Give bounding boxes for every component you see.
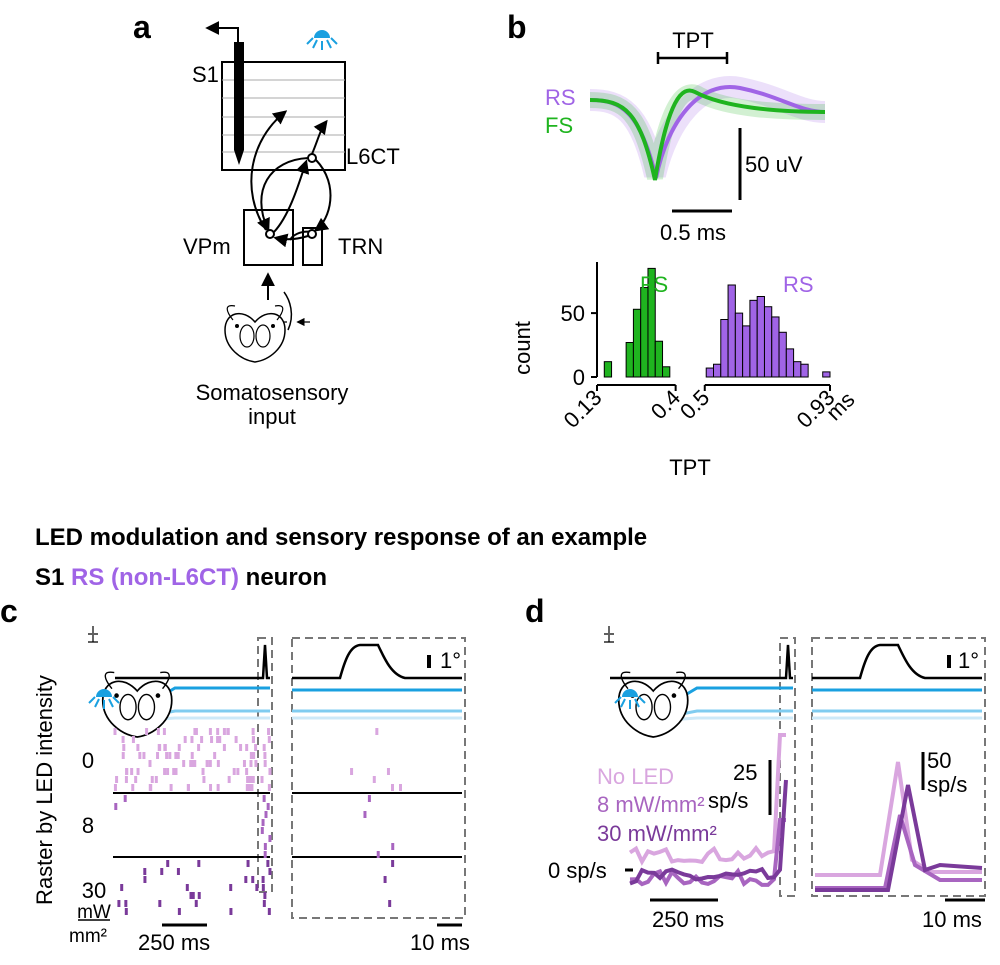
row-label: 30: [82, 878, 106, 903]
bar: [756, 296, 765, 378]
scale-label: 0.5 ms: [660, 220, 726, 245]
section-title: LED modulation and sensory response of a…: [35, 524, 647, 551]
unit-label: mW: [77, 902, 111, 923]
bar: [603, 361, 613, 378]
label: Somatosensory: [196, 380, 349, 405]
bar: [785, 348, 795, 378]
y-tick-label: 0: [573, 365, 585, 390]
label: RS: [545, 85, 576, 110]
y-tick-label: 50: [561, 301, 585, 326]
scale-label: 1°: [958, 648, 979, 673]
y-axis-label: count: [510, 321, 535, 375]
bar: [778, 331, 787, 378]
panel-label: d: [525, 593, 545, 629]
bar: [742, 325, 751, 378]
legend-entry: FS: [640, 272, 668, 297]
title-part: RS (non-L6CT): [71, 564, 239, 591]
raster: [113, 728, 403, 915]
legend-entry: 30 mW/mm²: [597, 821, 717, 846]
bar: [720, 319, 729, 378]
mouse-icon: [224, 304, 286, 363]
label: input: [248, 404, 296, 429]
psth-trace: [628, 733, 786, 866]
waveforms: [589, 52, 826, 213]
scale-label: sp/s: [927, 772, 967, 797]
scale-label: 25: [733, 760, 757, 785]
stimulus-panels: [78, 626, 986, 927]
scale-label: sp/s: [708, 788, 748, 813]
panel-label: b: [507, 9, 527, 45]
legend-entry: No LED: [597, 764, 674, 789]
bar: [727, 284, 736, 378]
psth-trace: [815, 784, 983, 892]
scale-label: 250 ms: [138, 930, 210, 955]
bar: [822, 371, 831, 378]
bar: [640, 287, 649, 378]
legend-entry: RS: [783, 272, 814, 297]
bar: [793, 361, 802, 378]
circuit-diagram: [205, 21, 346, 331]
psth: [628, 733, 983, 892]
unit-label: mm²: [69, 926, 107, 947]
label: S1: [192, 62, 219, 87]
scale-label: 50: [927, 748, 951, 773]
bar: [800, 363, 809, 378]
bar: [749, 299, 758, 378]
label: FS: [545, 113, 573, 138]
scale-label: 10 ms: [410, 930, 470, 955]
label: TPT: [672, 28, 714, 53]
section-title: S1 RS (non-L6CT) neuron: [35, 564, 327, 591]
row-label: 8: [82, 813, 94, 838]
title-part: S1: [35, 564, 71, 591]
y-axis-label: Raster by LED intensity: [32, 675, 57, 905]
x-tick-label: 0.5: [675, 385, 714, 424]
row-label: 0: [82, 748, 94, 773]
panel-label: a: [133, 9, 151, 45]
x-tick-label: 0.13: [559, 385, 607, 433]
scale-label: 0 sp/s: [548, 858, 607, 883]
mouse-icon: [101, 671, 173, 738]
bar: [625, 342, 634, 378]
bar: [632, 308, 642, 378]
psth-trace: [629, 779, 788, 886]
x-axis-label: TPT: [669, 455, 711, 480]
label: TRN: [338, 234, 383, 259]
title-part: neuron: [239, 564, 327, 591]
label: L6CT: [346, 144, 400, 169]
bar: [654, 340, 664, 378]
scale-label: 50 uV: [745, 152, 803, 177]
bar: [647, 267, 656, 378]
bar: [662, 366, 671, 378]
bar: [763, 306, 773, 378]
scale-label: 250 ms: [652, 907, 724, 932]
label: VPm: [183, 234, 231, 259]
bar: [771, 316, 780, 378]
electrode: [234, 42, 244, 165]
scale-label: 10 ms: [922, 907, 982, 932]
legend-entry: 8 mW/mm²: [597, 792, 705, 817]
bar: [705, 367, 714, 378]
scale-label: 1°: [440, 648, 461, 673]
panel-label: c: [0, 593, 18, 629]
led-icon: [306, 29, 338, 51]
bar: [734, 312, 744, 378]
bar: [713, 363, 722, 378]
